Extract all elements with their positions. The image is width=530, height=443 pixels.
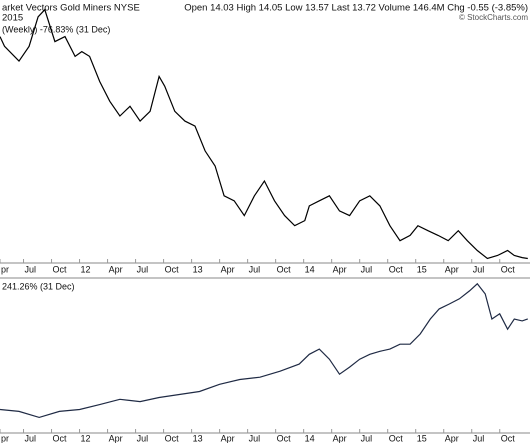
x-tick-label: pr [1,264,9,274]
x-tick-label: Oct [277,264,292,274]
x-tick-label: 13 [193,433,203,443]
x-tick-label: Oct [165,264,180,274]
x-tick-label: Oct [501,433,516,443]
x-tick-label: Jul [25,264,37,274]
x-tick-label: 14 [305,264,315,274]
x-tick-label: 15 [417,264,427,274]
price-line [0,282,529,419]
x-tick-label: Oct [389,264,404,274]
x-tick-label: Jul [361,264,373,274]
credit: © StockCharts.com [459,13,528,22]
x-tick-label: Apr [445,433,459,443]
x-tick-label: Jul [137,264,149,274]
x-tick-label: Jul [473,264,485,274]
chart-date: 2015 [2,13,23,24]
x-tick-label: 13 [193,264,203,274]
x-tick-label: Apr [333,433,347,443]
x-tick-label: Apr [221,264,235,274]
x-tick-label: 14 [305,433,315,443]
legend-label: (Weekly) -76.83% (31 Dec) [2,24,110,34]
x-tick-label: Apr [445,264,459,274]
x-tick-label: pr [1,433,9,443]
x-tick-label: Oct [277,433,292,443]
x-tick-label: 12 [81,264,91,274]
quote: Open 14.03 High 14.05 Low 13.57 Last 13.… [184,3,528,14]
x-tick-label: Apr [221,433,235,443]
x-tick-label: Jul [249,264,261,274]
x-tick-label: 15 [417,433,427,443]
x-tick-label: Oct [501,264,516,274]
x-tick-label: Oct [53,264,68,274]
x-tick-label: Jul [361,433,373,443]
x-tick-label: Apr [333,264,347,274]
legend-label: 241.26% (31 Dec) [2,281,75,291]
x-tick-label: Apr [109,433,123,443]
x-tick-label: Jul [137,433,149,443]
x-tick-label: Oct [53,433,68,443]
price-line [0,8,528,260]
x-tick-label: Apr [109,264,123,274]
x-tick-label: Jul [249,433,261,443]
x-tick-label: Jul [473,433,485,443]
x-tick-label: 12 [81,433,91,443]
chart-title: arket Vectors Gold Miners NYSE [2,3,140,14]
x-tick-label: Oct [389,433,404,443]
x-tick-label: Jul [25,433,37,443]
x-tick-label: Oct [165,433,180,443]
